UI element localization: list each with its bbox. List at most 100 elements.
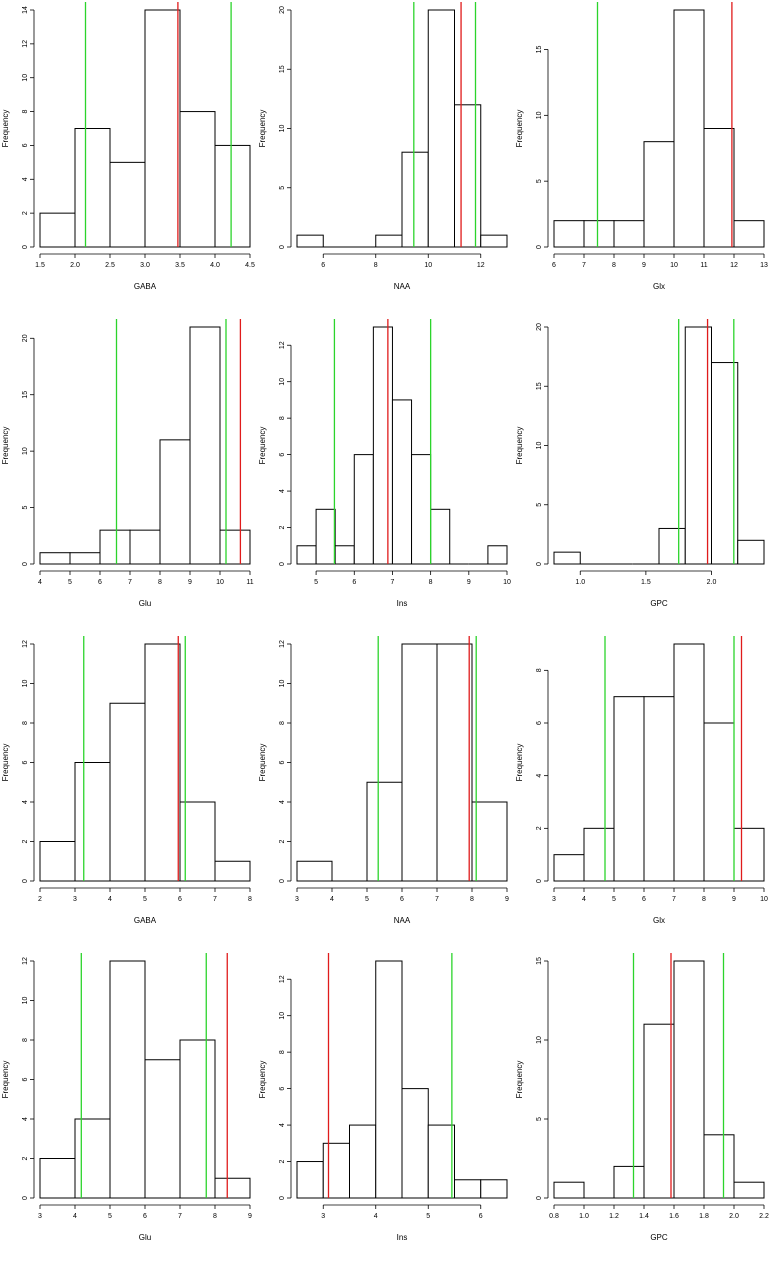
x-tick-label: 0.8 — [549, 1213, 559, 1220]
x-tick-label: 6 — [400, 896, 404, 903]
histogram-bar — [375, 234, 403, 248]
x-tick-label: 10 — [503, 579, 511, 586]
x-tick-label: 8 — [470, 896, 474, 903]
x-tick-label: 13 — [760, 262, 768, 269]
x-tick-label: 2.0 — [707, 579, 717, 586]
histogram-panel-5: 0 2 4 6 8 10 12 5 6 7 8 9 10 Ins Frequency — [257, 317, 514, 634]
y-tick-label: 10 — [279, 125, 286, 133]
y-axis-title: Frequency — [515, 1061, 524, 1099]
x-tick-label: 7 — [582, 262, 586, 269]
histogram-bar — [411, 454, 432, 565]
x-tick-label: 4 — [582, 896, 586, 903]
x-tick-label: 4 — [38, 579, 42, 586]
x-tick-label: 2.2 — [759, 1213, 769, 1220]
y-tick-label: 5 — [22, 506, 29, 510]
x-tick-label: 4 — [108, 896, 112, 903]
histogram-bar — [487, 545, 508, 565]
y-tick-label: 4 — [279, 489, 286, 493]
x-tick-label: 9 — [732, 896, 736, 903]
histogram-svg: 0 5 10 15 6 7 8 9 10 11 12 13 Glx Frequency — [515, 2, 768, 291]
histogram-svg: 0 2 4 6 8 10 12 5 6 7 8 9 10 Ins Frequency — [258, 319, 511, 608]
x-tick-label: 5 — [108, 1213, 112, 1220]
x-tick-label: 7 — [128, 579, 132, 586]
x-tick-label: 2 — [38, 896, 42, 903]
histogram-bar — [144, 643, 181, 882]
histogram-bar — [703, 128, 735, 248]
x-tick-label: 3.5 — [175, 262, 185, 269]
histogram-bar — [296, 545, 317, 565]
y-tick-label: 14 — [22, 6, 29, 14]
x-axis-title: GABA — [134, 916, 157, 925]
x-tick-label: 4 — [73, 1213, 77, 1220]
x-tick-label: 3 — [321, 1213, 325, 1220]
x-tick-label: 5 — [426, 1213, 430, 1220]
y-axis-title: Frequency — [1, 110, 10, 148]
x-tick-label: 12 — [477, 262, 485, 269]
x-axis-title: NAA — [394, 282, 411, 291]
x-tick-label: 11 — [700, 262, 707, 269]
y-tick-label: 2 — [279, 1159, 286, 1163]
histogram-bar — [375, 960, 403, 1199]
histogram-panel-11: 0 2 4 6 8 10 12 3 4 5 6 Ins Frequency — [257, 951, 514, 1268]
y-tick-label: 12 — [22, 640, 29, 648]
x-tick-label: 4 — [330, 896, 334, 903]
histogram-bar — [401, 1088, 429, 1199]
x-tick-label: 2.0 — [70, 262, 80, 269]
x-tick-label: 7 — [435, 896, 439, 903]
x-tick-label: 7 — [213, 896, 217, 903]
y-axis-title: Frequency — [258, 1061, 267, 1099]
histogram-bar — [613, 1165, 645, 1199]
histogram-panel-6: 0 5 10 15 20 1.0 1.5 2.0 GPC Frequency — [514, 317, 771, 634]
histogram-bar — [99, 529, 131, 565]
x-tick-label: 5 — [365, 896, 369, 903]
x-tick-label: 1.4 — [639, 1213, 649, 1220]
y-axis-title: Frequency — [258, 427, 267, 465]
x-tick-label: 5 — [314, 579, 318, 586]
histogram-bar — [471, 801, 508, 882]
x-tick-label: 3 — [552, 896, 556, 903]
y-tick-label: 10 — [22, 680, 29, 688]
histogram-bar — [334, 545, 355, 565]
histogram-bar — [673, 9, 705, 248]
histogram-svg: 0 2 4 6 8 10 12 3 4 5 6 7 8 9 Glu Frequency — [1, 953, 252, 1242]
x-tick-label: 5 — [68, 579, 72, 586]
y-axis-title: Frequency — [515, 110, 524, 148]
y-tick-label: 2 — [22, 211, 29, 215]
x-tick-label: 8 — [248, 896, 252, 903]
histogram-bar — [401, 151, 429, 248]
y-tick-label: 5 — [536, 503, 543, 507]
x-tick-label: 3 — [38, 1213, 42, 1220]
y-tick-label: 0 — [279, 1196, 286, 1200]
histogram-bar — [583, 827, 615, 882]
x-tick-label: 9 — [505, 896, 509, 903]
histogram-bar — [189, 326, 221, 565]
histogram-bar — [643, 141, 675, 248]
histogram-bar — [737, 539, 765, 565]
y-tick-label: 8 — [22, 110, 29, 114]
histogram-bar — [583, 220, 615, 248]
y-tick-label: 0 — [279, 562, 286, 566]
y-tick-label: 10 — [22, 74, 29, 82]
x-tick-label: 1.0 — [579, 1213, 589, 1220]
y-tick-label: 0 — [22, 562, 29, 566]
histogram-bar — [427, 9, 455, 248]
histogram-bar — [74, 762, 111, 882]
histogram-bar — [436, 643, 473, 882]
histogram-bar — [69, 552, 101, 565]
y-tick-label: 0 — [279, 879, 286, 883]
histogram-panel-9: 0 2 4 6 8 3 4 5 6 7 8 9 10 Glx Frequency — [514, 634, 771, 951]
histogram-bar — [129, 529, 161, 565]
y-tick-label: 20 — [536, 323, 543, 331]
x-axis-title: GPC — [650, 599, 668, 608]
x-tick-label: 12 — [730, 262, 738, 269]
histogram-bar — [553, 551, 581, 565]
histogram-bar — [214, 144, 251, 248]
histogram-bar — [643, 696, 675, 882]
histogram-bar — [109, 702, 146, 882]
y-tick-label: 6 — [279, 453, 286, 457]
x-axis-title: Glx — [653, 282, 665, 291]
x-tick-label: 5 — [143, 896, 147, 903]
histogram-panel-8: 0 2 4 6 8 10 12 3 4 5 6 7 8 9 NAA Frequency — [257, 634, 514, 951]
x-tick-label: 8 — [374, 262, 378, 269]
x-tick-label: 8 — [429, 579, 433, 586]
